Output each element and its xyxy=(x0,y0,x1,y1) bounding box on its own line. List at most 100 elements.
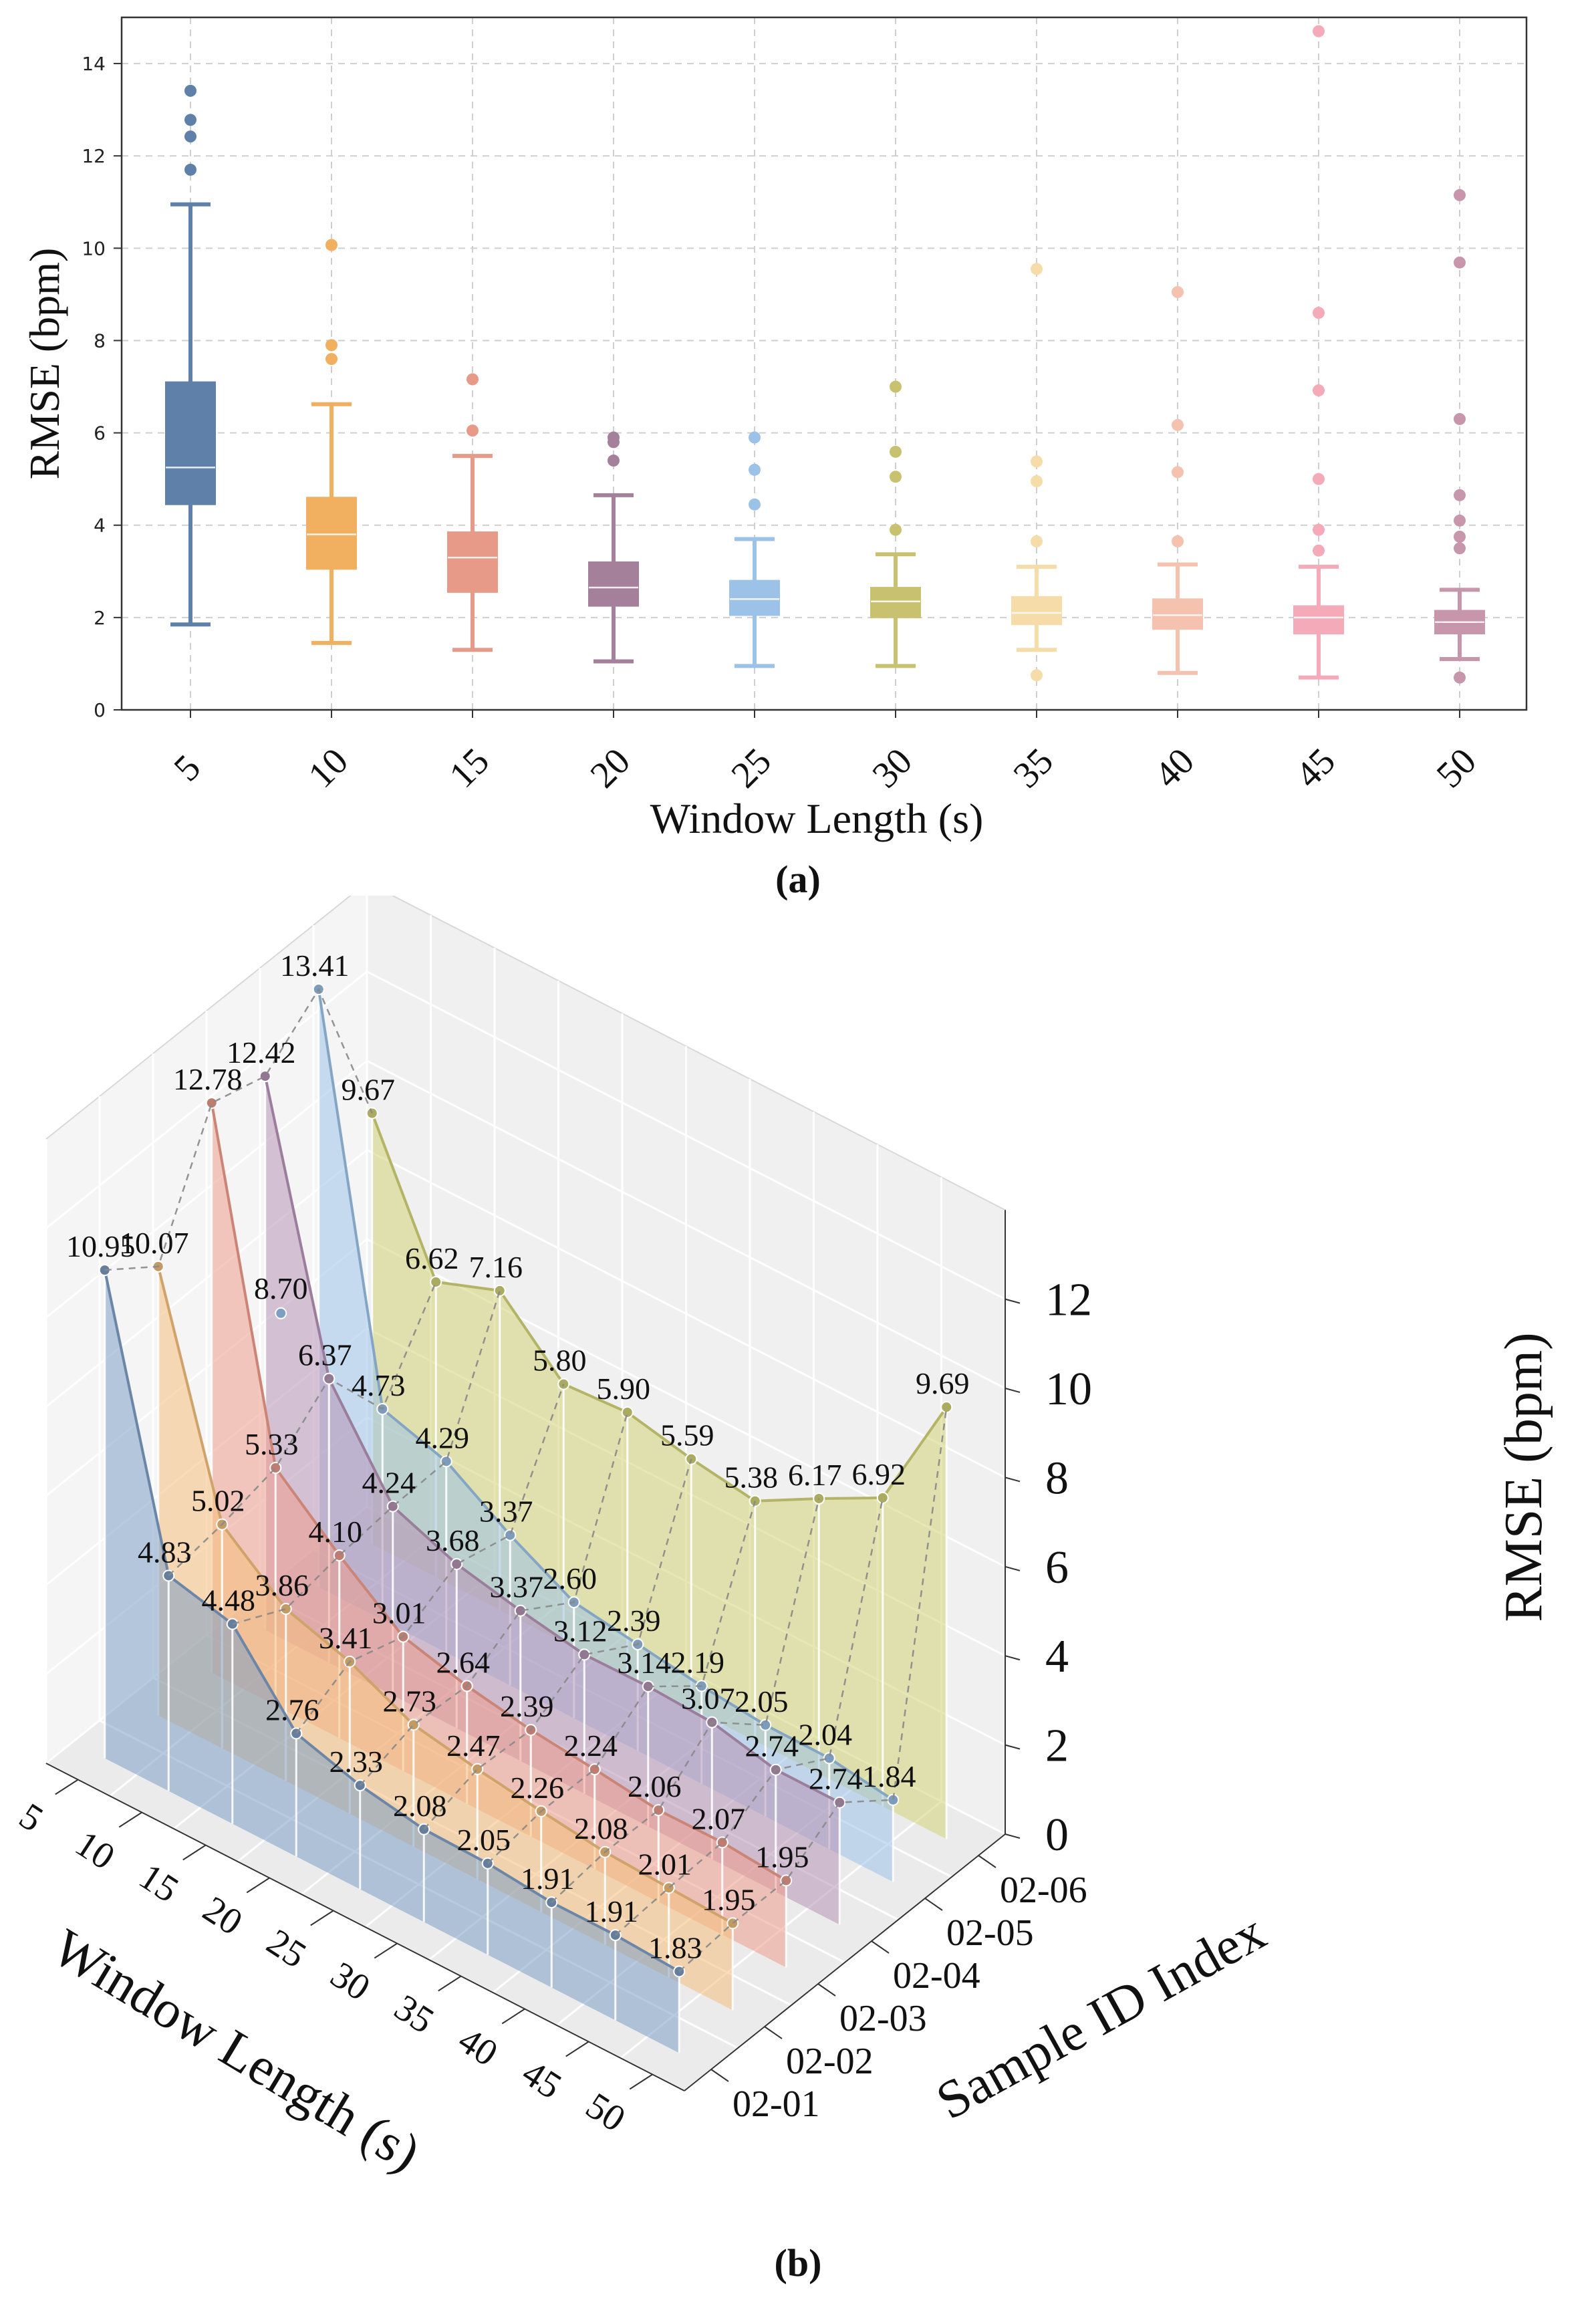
z-tick-label: 12 xyxy=(1045,1275,1092,1326)
series-marker xyxy=(430,1275,442,1288)
y-tick-label: 02-01 xyxy=(733,2083,820,2125)
x-tick-label: 45 xyxy=(1288,741,1343,796)
value-label: 2.73 xyxy=(383,1684,437,1718)
value-label: 13.41 xyxy=(280,948,350,983)
value-label: 4.48 xyxy=(202,1583,256,1618)
value-label: 4.29 xyxy=(416,1420,470,1454)
value-label: 3.86 xyxy=(255,1568,309,1602)
value-label: 5.80 xyxy=(533,1344,587,1378)
value-label: 6.62 xyxy=(405,1241,459,1275)
box-body xyxy=(588,561,639,607)
value-label: 3.01 xyxy=(372,1596,426,1630)
box-plot-x-ticks: 5 10 15 20 25 30 35 40 45 50 xyxy=(166,710,1484,796)
box-outlier xyxy=(184,163,196,176)
value-label: 2.24 xyxy=(564,1729,618,1763)
z-tick-mark xyxy=(1005,1565,1021,1571)
y-tick-mark xyxy=(817,1983,836,1997)
y-tick-label: 2 xyxy=(94,607,106,629)
box-body xyxy=(729,580,780,616)
box-body xyxy=(1152,598,1203,630)
series-line xyxy=(263,1075,841,1804)
dashed-link xyxy=(551,1498,820,1904)
z-tick-mark xyxy=(1005,1477,1021,1483)
x-tick-mark xyxy=(438,1975,462,1992)
value-label: 3.37 xyxy=(479,1495,533,1529)
z-tick-label: 8 xyxy=(1045,1452,1069,1504)
value-label: 1.95 xyxy=(755,1839,809,1874)
value-label: 2.06 xyxy=(628,1769,682,1803)
value-label: 4.83 xyxy=(138,1535,192,1569)
box-body xyxy=(1293,605,1344,635)
box-outlier xyxy=(1313,25,1325,37)
line-3d-value-labels: 9.67 6.62 7.16 5.80 5.90 5.59 5.38 6.17 6.92 9.69… xyxy=(66,948,970,1964)
series-marker xyxy=(279,1603,292,1616)
x-tick-label: 35 xyxy=(1006,741,1061,796)
value-label: 2.64 xyxy=(436,1645,491,1679)
box-outlier xyxy=(608,455,620,467)
value-label: 2.60 xyxy=(543,1561,597,1595)
box-outlier xyxy=(1313,384,1325,397)
series-marker xyxy=(205,1097,218,1110)
caption-a: (a) xyxy=(775,858,821,901)
series-marker xyxy=(940,1401,953,1414)
value-label: 2.05 xyxy=(457,1823,511,1857)
x-tick-label: 45 xyxy=(515,2052,569,2107)
value-label: 5.02 xyxy=(191,1484,245,1518)
dashed-link xyxy=(104,987,373,1271)
line-3d-x-axis-label: Window Length (s) xyxy=(43,1918,430,2182)
box-outlier xyxy=(890,445,902,458)
z-tick-label: 4 xyxy=(1045,1631,1069,1682)
box-outlier xyxy=(1172,535,1184,547)
box-outlier xyxy=(184,84,196,97)
series-marker xyxy=(514,1604,527,1617)
dashed-link xyxy=(232,1290,501,1625)
box-body xyxy=(447,531,498,593)
box-outlier xyxy=(890,471,902,483)
value-label: 1.91 xyxy=(521,1862,575,1896)
box-plot-boxes xyxy=(165,25,1485,684)
box-outlier xyxy=(1313,544,1325,557)
y-tick-label: 12 xyxy=(82,145,106,167)
series-area xyxy=(372,1113,947,1839)
value-label: 7.16 xyxy=(469,1250,523,1284)
value-label: 1.84 xyxy=(862,1759,916,1793)
value-label: 2.39 xyxy=(500,1689,554,1723)
dashed-link xyxy=(168,1281,437,1577)
back-grid-h xyxy=(366,971,1006,1300)
x-tick-label: 20 xyxy=(196,1888,250,1943)
box-outlier xyxy=(1031,535,1043,547)
series-line xyxy=(210,1102,787,1882)
box-body xyxy=(1011,596,1062,626)
series-marker xyxy=(621,1406,634,1418)
x-tick-label: 5 xyxy=(12,1795,50,1840)
box-outlier xyxy=(184,130,196,143)
box-outlier xyxy=(1454,671,1466,684)
y-tick-mark xyxy=(871,1940,890,1954)
x-tick-label: 50 xyxy=(579,2085,633,2140)
value-label: 2.39 xyxy=(607,1604,661,1638)
value-label: 2.19 xyxy=(671,1645,725,1679)
box-outlier xyxy=(467,373,479,386)
x-tick-label: 20 xyxy=(583,741,638,796)
z-tick-mark xyxy=(1005,1388,1021,1393)
y-tick-label: 8 xyxy=(94,330,106,352)
dashed-link xyxy=(678,1407,948,1972)
x-tick-mark xyxy=(374,1942,398,1959)
series-line xyxy=(156,1266,734,1925)
series-marker xyxy=(876,1491,889,1504)
z-tick-mark xyxy=(1005,1655,1021,1661)
y-tick-label: 6 xyxy=(94,422,106,444)
back-grid-h xyxy=(366,1149,1006,1479)
x-tick-label: 35 xyxy=(387,1987,441,2041)
value-label: 2.47 xyxy=(446,1729,501,1763)
box-plot-frame xyxy=(120,16,1528,711)
series-line xyxy=(370,1112,948,1503)
box-outlier xyxy=(608,431,620,444)
box-outlier xyxy=(1454,489,1466,501)
value-label: 2.76 xyxy=(265,1692,319,1727)
dashed-link xyxy=(614,1497,884,1936)
box-outlier xyxy=(749,463,761,476)
x-tick-mark xyxy=(310,1910,334,1926)
value-label: 1.95 xyxy=(702,1882,756,1916)
x-tick-label: 10 xyxy=(301,741,356,796)
